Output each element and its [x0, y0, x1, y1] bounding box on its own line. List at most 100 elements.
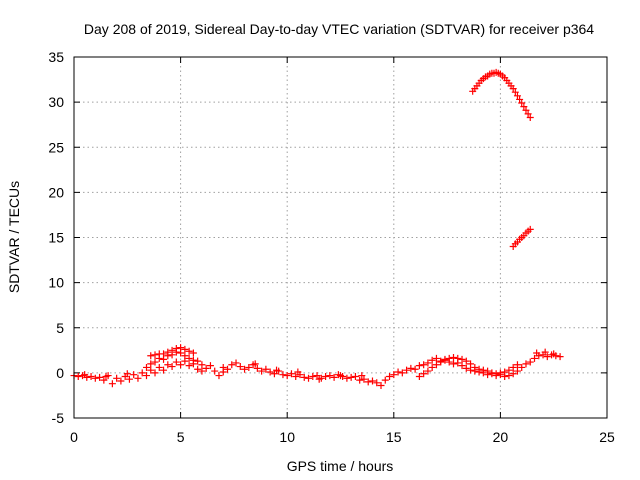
- data-point: [138, 369, 146, 377]
- data-point: [381, 376, 389, 384]
- x-tick-label: 10: [279, 429, 295, 445]
- data-point: [526, 225, 534, 233]
- data-point: [147, 360, 155, 368]
- data-point: [411, 365, 419, 373]
- data-point: [219, 363, 227, 371]
- data-point: [520, 103, 528, 111]
- y-tick-labels: -5 0 5 10 15 20 25 30 35: [48, 49, 64, 426]
- data-point: [147, 352, 155, 360]
- y-tick-label: 5: [56, 320, 64, 336]
- data-point: [215, 372, 223, 380]
- data-point: [543, 353, 551, 361]
- data-point: [181, 352, 189, 360]
- data-point: [100, 376, 108, 384]
- data-point: [533, 349, 541, 357]
- data-point: [266, 368, 274, 376]
- data-point: [432, 361, 440, 369]
- data-point: [147, 366, 155, 374]
- data-point: [315, 375, 323, 383]
- data-point: [415, 362, 423, 370]
- data-point: [437, 358, 445, 366]
- y-tick-label: 0: [56, 365, 64, 381]
- data-point: [360, 375, 368, 383]
- y-tick-label: 10: [48, 275, 64, 291]
- data-point: [358, 372, 366, 380]
- data-point: [292, 372, 300, 380]
- data-point: [177, 361, 185, 369]
- data-point: [155, 363, 163, 371]
- data-point: [524, 110, 532, 118]
- data-point: [513, 92, 521, 100]
- data-point: [185, 354, 193, 362]
- data-point: [526, 358, 534, 366]
- data-point: [496, 369, 504, 377]
- data-point: [258, 367, 266, 375]
- data-point: [492, 370, 500, 378]
- data-point: [445, 354, 453, 362]
- data-point: [151, 369, 159, 377]
- data-point: [467, 360, 475, 368]
- data-point: [509, 370, 517, 378]
- data-point: [262, 365, 270, 373]
- series-3: [509, 225, 534, 251]
- data-point: [522, 360, 530, 368]
- data-point: [394, 368, 402, 376]
- data-point: [398, 369, 406, 377]
- data-point: [279, 371, 287, 379]
- data-point: [428, 356, 436, 364]
- data-point: [518, 363, 526, 371]
- data-point: [224, 365, 232, 373]
- data-point: [160, 366, 168, 374]
- chart-title: Day 208 of 2019, Sidereal Day-to-day VTE…: [84, 21, 594, 37]
- data-point: [424, 367, 432, 375]
- data-point: [343, 374, 351, 382]
- data-point: [91, 374, 99, 382]
- data-point: [270, 370, 278, 378]
- data-point: [322, 372, 330, 380]
- data-point: [108, 380, 116, 388]
- data-point: [364, 378, 372, 386]
- data-point: [232, 359, 240, 367]
- series-2: [469, 68, 534, 121]
- data-point: [287, 370, 295, 378]
- data-point: [462, 364, 470, 372]
- data-point: [168, 363, 176, 371]
- data-point: [501, 368, 509, 376]
- data-point: [386, 372, 394, 380]
- data-point: [356, 376, 364, 384]
- data-point: [347, 373, 355, 381]
- data-point: [253, 364, 261, 372]
- data-point: [189, 349, 197, 357]
- x-axis-label: GPS time / hours: [287, 458, 394, 474]
- data-point: [488, 369, 496, 377]
- data-point: [351, 372, 359, 380]
- x-tick-labels: 0 5 10 15 20 25: [70, 429, 615, 445]
- data-point: [102, 372, 110, 380]
- data-point: [113, 374, 121, 382]
- grid: [74, 57, 607, 418]
- data-point: [211, 367, 219, 375]
- data-point: [330, 373, 338, 381]
- y-tick-label: 25: [48, 139, 64, 155]
- data-point: [326, 372, 334, 380]
- data-point: [522, 106, 530, 114]
- y-axis-label: SDTVAR / TECUs: [6, 181, 22, 293]
- data-point: [449, 354, 457, 362]
- data-point: [550, 350, 558, 358]
- data-point: [125, 375, 133, 383]
- data-point: [134, 374, 142, 382]
- data-point: [87, 372, 95, 380]
- data-point: [236, 363, 244, 371]
- data-point: [518, 99, 526, 107]
- data-point: [471, 363, 479, 371]
- data-point: [458, 362, 466, 370]
- y-tick-label: -5: [52, 410, 65, 426]
- data-point: [505, 366, 513, 374]
- data-point: [313, 372, 321, 380]
- data-point: [403, 366, 411, 374]
- data-point: [283, 372, 291, 380]
- y-tick-label: 35: [48, 49, 64, 65]
- data-point: [509, 85, 517, 93]
- data-point: [516, 95, 524, 103]
